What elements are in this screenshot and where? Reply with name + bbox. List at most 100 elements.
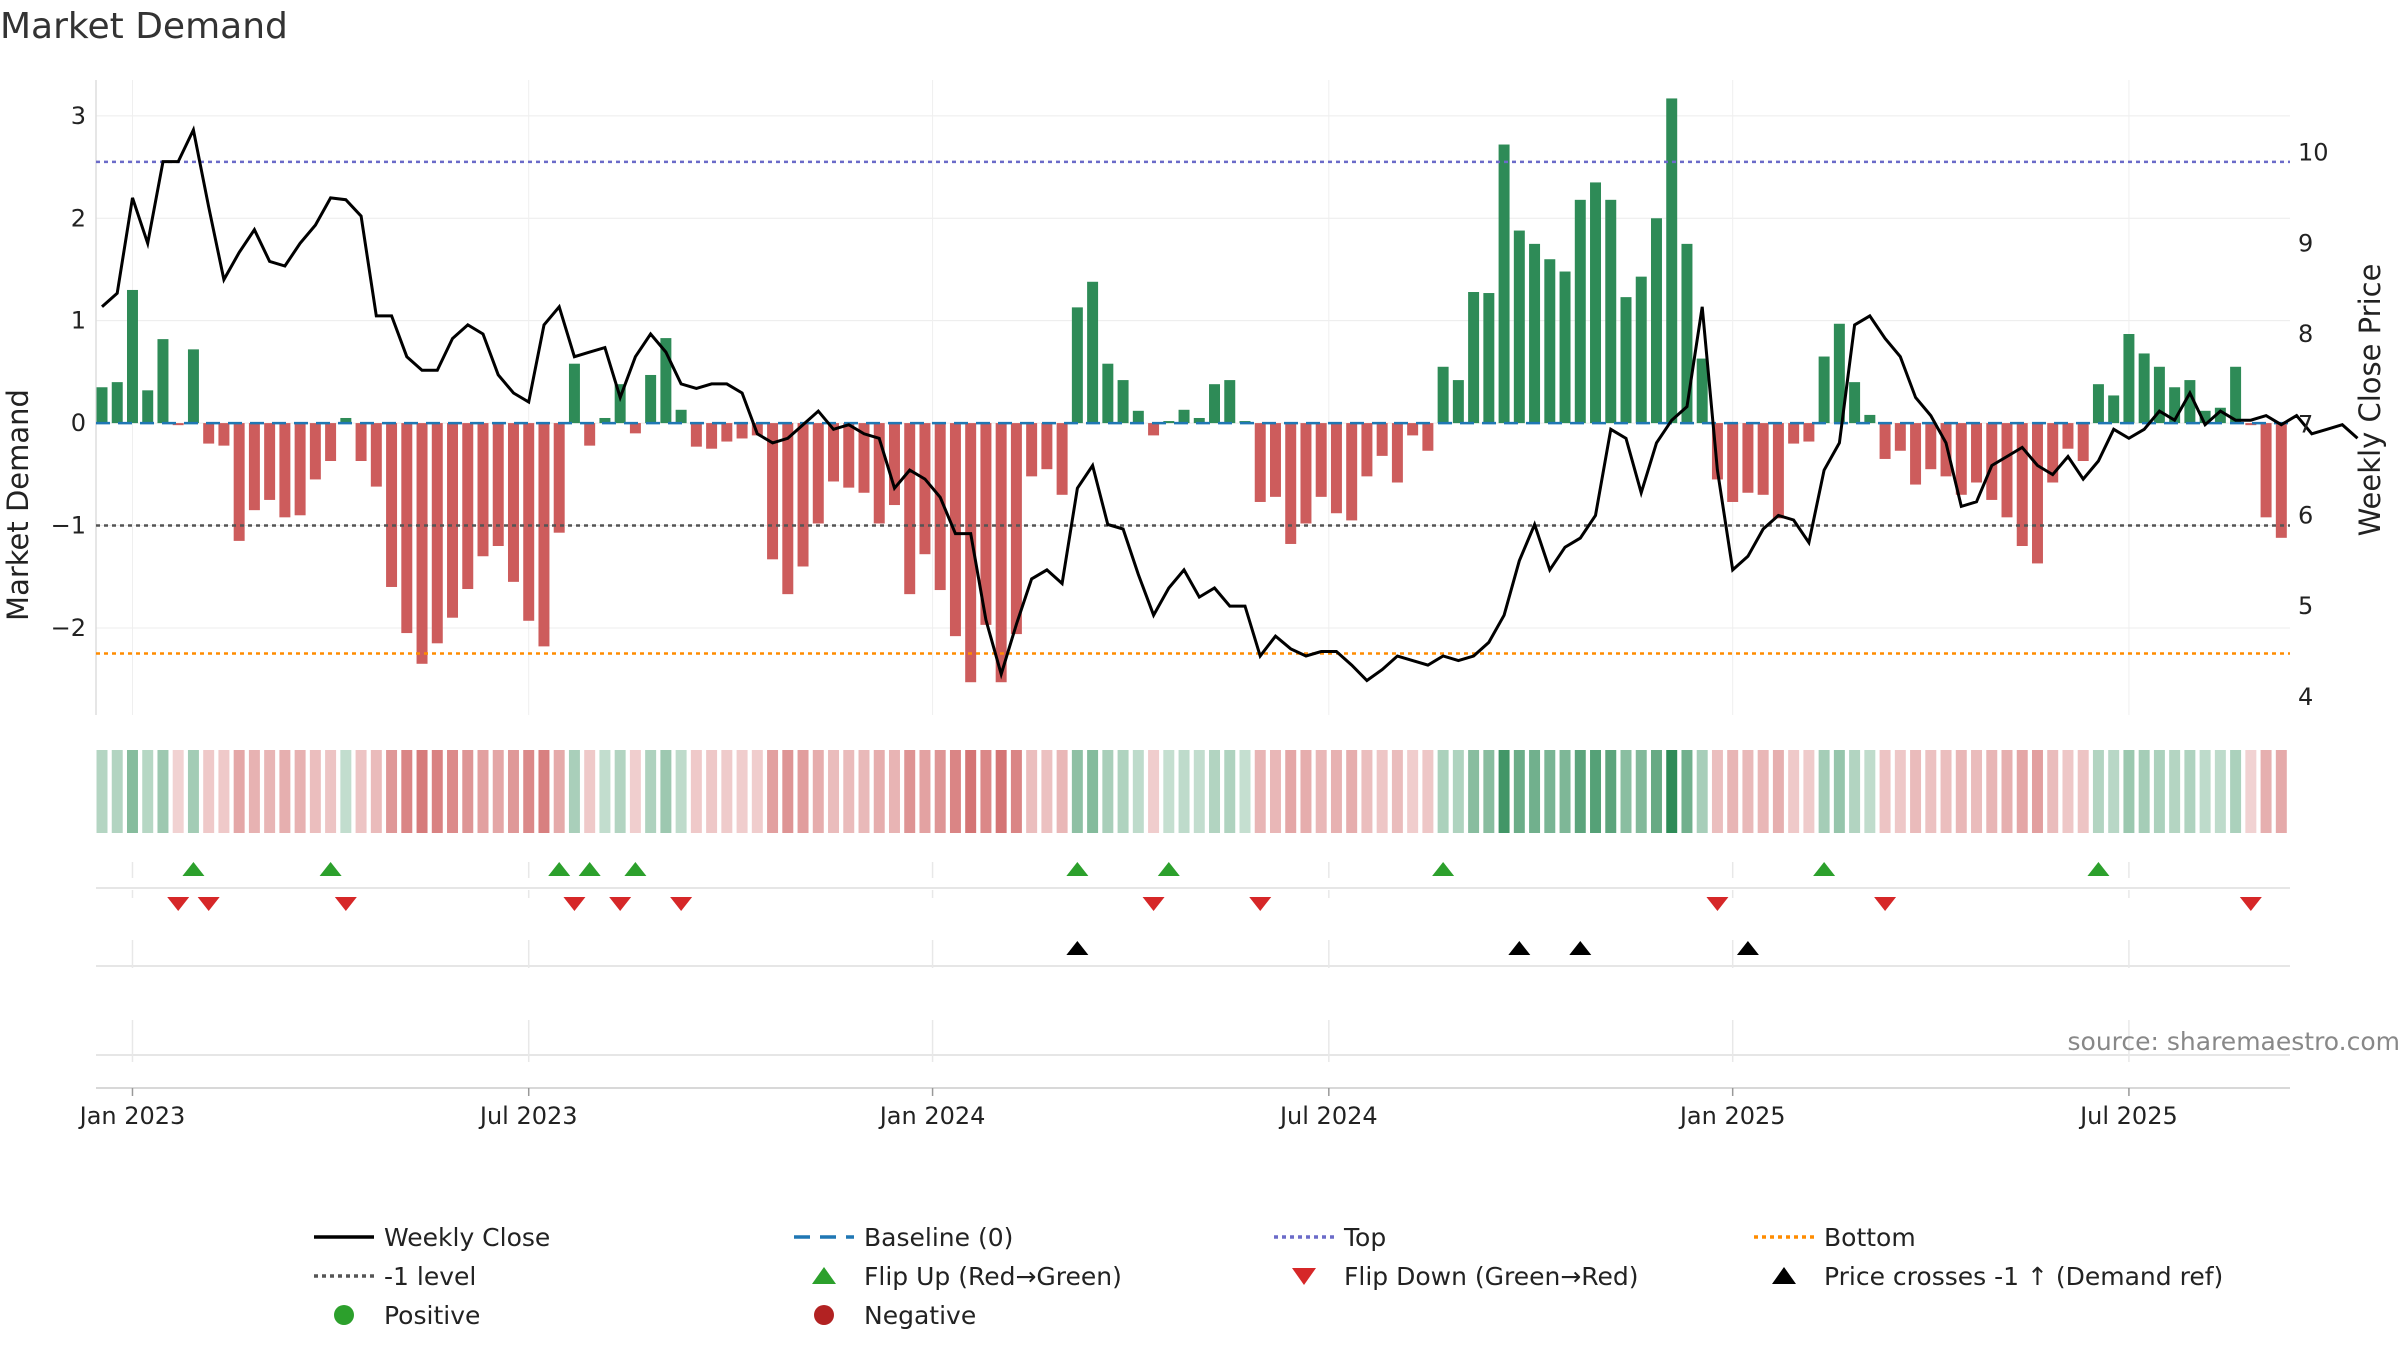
demand-bar (843, 423, 855, 488)
y2-tick-label: 8 (2298, 320, 2313, 348)
demand-bar (523, 423, 535, 621)
flip-down-marker (1142, 897, 1165, 911)
flip-up-marker (1157, 862, 1180, 876)
demand-bar (1178, 409, 1190, 424)
strip-cell (1193, 750, 1205, 833)
demand-bar (751, 423, 763, 436)
demand-bar (1803, 423, 1815, 442)
demand-bar (645, 374, 657, 424)
demand-bar (1925, 423, 1937, 470)
demand-bar (264, 423, 276, 500)
strip-cell (2230, 750, 2242, 833)
demand-bar (919, 423, 931, 555)
y-tick-label: 2 (71, 204, 86, 232)
strip-cell (1925, 750, 1937, 833)
x-tick-label: Jul 2025 (2078, 1102, 2178, 1130)
y-axis-left: 3 2 1 0 −1 −2 (51, 102, 86, 642)
flip-up-marker (319, 862, 342, 876)
demand-bar (1102, 363, 1114, 424)
legend-swatch (1772, 1267, 1796, 1284)
strip-cell (1742, 750, 1754, 833)
demand-bar (1513, 230, 1525, 424)
strip-cell (751, 750, 763, 833)
demand-bar (2123, 334, 2135, 424)
strip-cell (1513, 750, 1525, 833)
strip-cell (904, 750, 916, 833)
strip-cell (1833, 750, 1845, 833)
flip-down-marker (563, 897, 586, 911)
demand-bar (629, 423, 641, 434)
demand-bar (904, 423, 916, 595)
x-tick-label: Jan 2023 (78, 1102, 186, 1130)
demand-bar (1407, 423, 1419, 436)
strip-cell (1163, 750, 1175, 833)
demand-bar (1010, 423, 1022, 635)
strip-cell (568, 750, 580, 833)
strip-cell (1361, 750, 1373, 833)
demand-bar (1361, 423, 1373, 477)
strip-cell (233, 750, 245, 833)
y-tick-label: −2 (51, 614, 86, 642)
demand-bar (1117, 380, 1129, 424)
strip-cell (1391, 750, 1403, 833)
strip-cell (218, 750, 230, 833)
demand-bar (1849, 382, 1861, 424)
demand-bar (995, 423, 1007, 683)
legend-swatch (334, 1305, 354, 1325)
flip-down-marker (609, 897, 632, 911)
strip-cell (1864, 750, 1876, 833)
strip-cell (1666, 750, 1678, 833)
demand-bar (507, 423, 519, 582)
demand-bar (386, 423, 398, 587)
strip-cell (401, 750, 413, 833)
strip-cell (279, 750, 291, 833)
demand-bar (965, 423, 977, 683)
legend-label: Negative (864, 1301, 976, 1330)
strip-cell (1026, 750, 1038, 833)
strip-cell (2199, 750, 2211, 833)
demand-bar (1986, 423, 1998, 500)
demand-bar (2153, 366, 2165, 424)
demand-bar (279, 423, 291, 518)
y2-tick-label: 7 (2298, 411, 2313, 439)
strip-cell (1696, 750, 1708, 833)
price-cross-marker (1569, 941, 1592, 955)
legend-label: Baseline (0) (864, 1223, 1013, 1252)
strip-cell (2062, 750, 2074, 833)
demand-bar (1910, 423, 1922, 485)
strip-cell (965, 750, 977, 833)
demand-bar (2016, 423, 2028, 547)
y-tick-label: 3 (71, 102, 86, 130)
demand-bar (2138, 353, 2150, 424)
demand-bar (980, 423, 992, 625)
demand-bar (142, 390, 154, 424)
strip-cell (675, 750, 687, 833)
demand-bar (736, 423, 748, 439)
demand-bar (2031, 423, 2043, 564)
strip-cell (2153, 750, 2165, 833)
strip-cell (858, 750, 870, 833)
strip-cell (1468, 750, 1480, 833)
demand-bar (2230, 366, 2242, 424)
demand-bar (401, 423, 413, 634)
strip-cell (812, 750, 824, 833)
demand-bar (1391, 423, 1403, 483)
strip-cell (1894, 750, 1906, 833)
demand-bar (1224, 380, 1236, 424)
demand-bar (340, 417, 352, 424)
demand-bar (1971, 423, 1983, 483)
demand-bar (2077, 423, 2089, 461)
flip-up-marker (1432, 862, 1455, 876)
strip-cell (919, 750, 931, 833)
demand-bar (172, 423, 184, 426)
strip-cell (1407, 750, 1419, 833)
strip-cell (873, 750, 885, 833)
demand-bar (873, 423, 885, 524)
strip-cell (629, 750, 641, 833)
x-tick-label: Jul 2023 (478, 1102, 578, 1130)
flip-up-marker (578, 862, 601, 876)
strip-cell (1788, 750, 1800, 833)
y2-tick-label: 9 (2298, 229, 2313, 257)
demand-bar (675, 409, 687, 424)
strip-cell (736, 750, 748, 833)
